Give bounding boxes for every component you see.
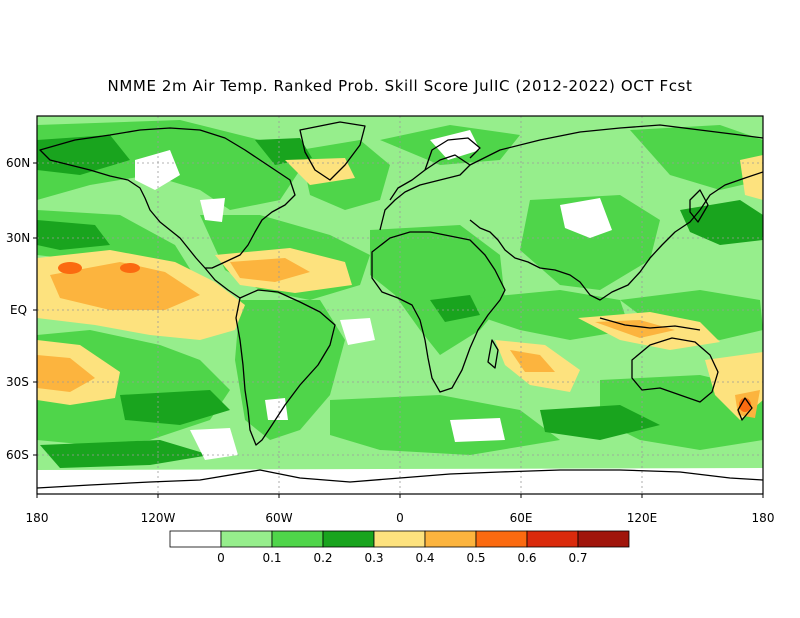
colorbar-label: 0.2 — [313, 551, 332, 565]
coast-central-america — [204, 267, 241, 299]
coast-antarctica — [37, 469, 763, 489]
lat-label: 30S — [6, 375, 29, 389]
colorbar-label: 0.5 — [466, 551, 485, 565]
colorbar-swatches — [169, 530, 630, 548]
lat-label: 60S — [6, 448, 29, 462]
colorbar-swatch — [526, 530, 579, 548]
coast-australia — [631, 337, 719, 403]
colorbar-label: 0 — [217, 551, 225, 565]
coast-indonesia — [599, 317, 701, 331]
lat-ticks — [33, 162, 37, 456]
coast-madagascar — [487, 339, 499, 369]
coast-south-america — [235, 289, 336, 446]
lat-label: 30N — [6, 231, 30, 245]
colorbar-labels: 0 0.1 0.2 0.3 0.4 0.5 0.6 0.7 — [217, 551, 587, 565]
lon-label: 180 — [26, 511, 49, 525]
colorbar-label: 0.7 — [568, 551, 587, 565]
colorbar-swatch — [475, 530, 528, 548]
lon-ticks — [36, 494, 764, 498]
lat-label: EQ — [10, 303, 27, 317]
colorbar-label: 0.4 — [415, 551, 434, 565]
map-title: NMME 2m Air Temp. Ranked Prob. Skill Sco… — [107, 77, 693, 95]
colorbar-swatch — [271, 530, 324, 548]
colorbar-swatch — [169, 530, 222, 548]
lon-label: 60E — [510, 511, 533, 525]
field-band-deep-orange — [58, 262, 751, 412]
gridlines — [37, 116, 763, 494]
lon-label: 120E — [627, 511, 658, 525]
lon-axis: 180 120W 60W 0 60E 120E 180 — [26, 511, 775, 525]
colorbar-swatch — [220, 530, 273, 548]
coastlines — [37, 121, 763, 489]
coast-new-zealand — [737, 397, 753, 421]
coast-africa — [371, 231, 506, 393]
colorbar-swatch — [577, 530, 630, 548]
coast-asia — [469, 124, 763, 301]
coast-north-america — [39, 127, 296, 269]
colorbar-label: 0.3 — [364, 551, 383, 565]
map-field — [37, 116, 763, 494]
lon-label: 0 — [396, 511, 404, 525]
colorbar-swatch — [424, 530, 477, 548]
colorbar-label: 0.6 — [517, 551, 536, 565]
colorbar: 0 0.1 0.2 0.3 0.4 0.5 0.6 0.7 — [169, 530, 630, 565]
colorbar-swatch — [322, 530, 375, 548]
colorbar-swatch — [373, 530, 426, 548]
lon-label: 180 — [752, 511, 775, 525]
lat-axis: 60N 30N EQ 30S 60S — [6, 156, 30, 462]
lat-label: 60N — [6, 156, 30, 170]
lon-label: 60W — [265, 511, 292, 525]
field-band-dark-green — [37, 135, 763, 468]
lon-label: 120W — [141, 511, 176, 525]
coast-scandinavia — [424, 137, 481, 171]
coast-japan — [689, 189, 709, 223]
coast-europe — [379, 154, 471, 231]
colorbar-label: 0.1 — [262, 551, 281, 565]
coast-greenland — [299, 121, 366, 181]
field-band-orange — [37, 258, 760, 418]
